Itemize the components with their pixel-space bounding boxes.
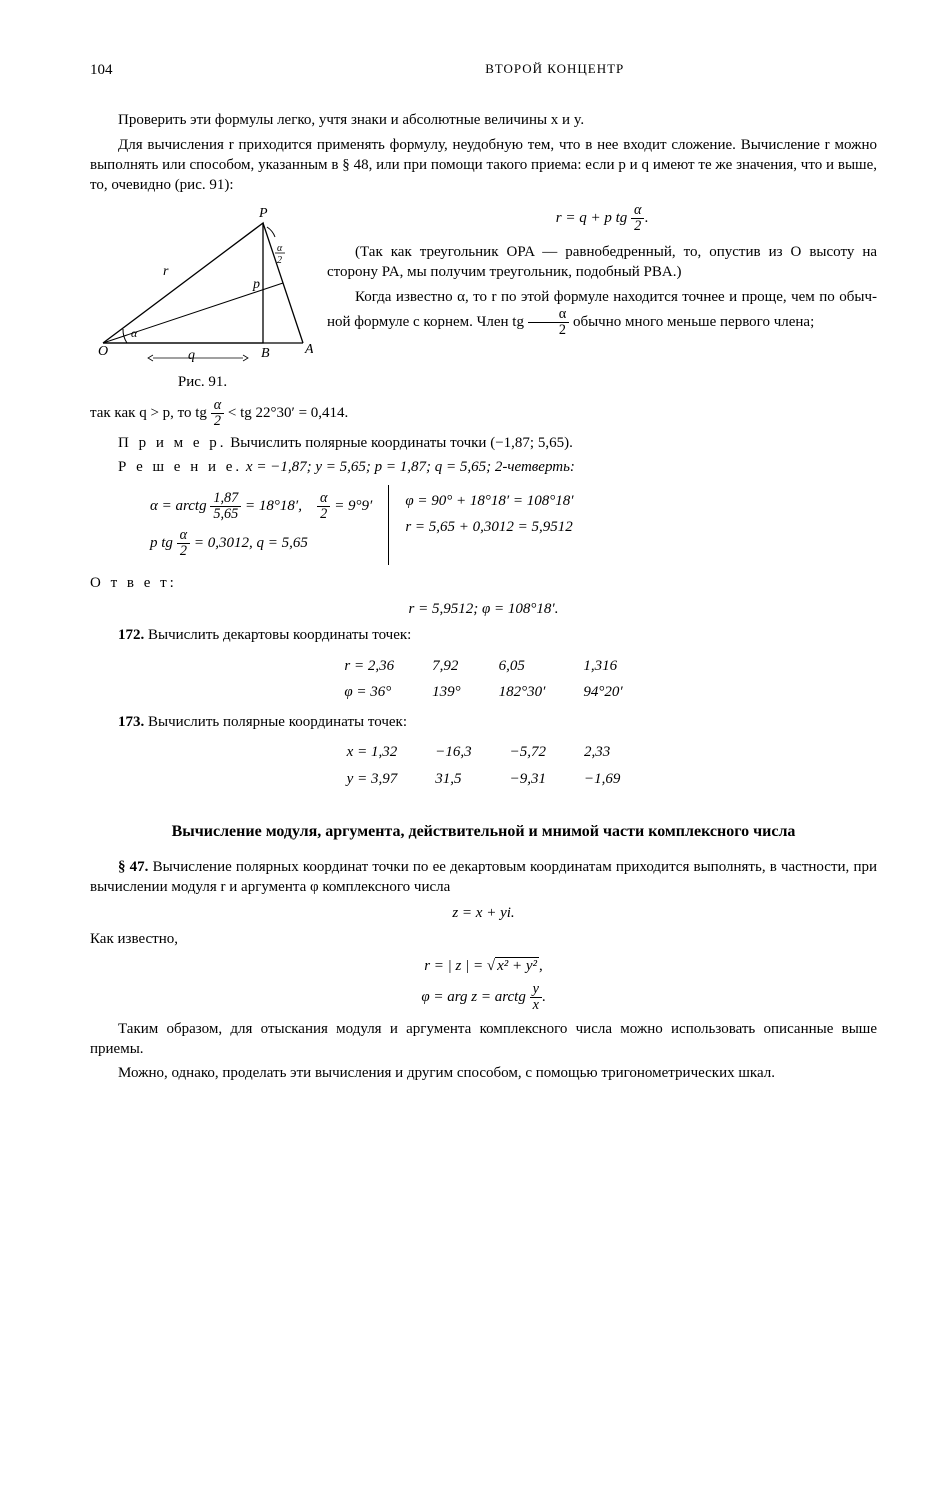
- math-row: r = 5,65 + 0,3012 = 5,9512: [405, 517, 573, 537]
- cell: −1,69: [566, 767, 638, 791]
- fraction-alpha-2-b: α2: [528, 307, 569, 338]
- table-173: x = 1,32 −16,3 −5,72 2,33 y = 3,97 31,5 …: [327, 738, 641, 793]
- fraction-alpha-2-c: α2: [211, 398, 224, 429]
- paragraph-last1: Таким образом, для отыскания модуля и ар…: [90, 1019, 877, 1060]
- figure-91: O P A B r p q α α 2 Рис. 91.: [90, 203, 315, 392]
- text: Вычислить полярные координаты точки (−1,…: [227, 435, 573, 451]
- cell: 6,05: [481, 654, 564, 678]
- svg-text:B: B: [261, 346, 270, 361]
- page-header: 104 ВТОРОЙ КОНЦЕНТР: [90, 60, 877, 80]
- formula-z: z = x + yi.: [90, 903, 877, 923]
- fraction-alpha-2: α2: [631, 203, 644, 234]
- svg-text:p: p: [252, 277, 260, 292]
- text: φ = arg z = arctg: [421, 989, 526, 1005]
- formula-arg: φ = arg z = arctg yx.: [90, 982, 877, 1013]
- svg-text:α: α: [277, 243, 283, 254]
- text: Для вычисления r приходится применять фо…: [90, 137, 877, 194]
- paragraph-5: так как q > p, то tg α2 < tg 22°30′ = 0,…: [90, 398, 877, 429]
- text: (Так как треугольник OPA — равнобедрен­н…: [327, 244, 877, 280]
- cell: 31,5: [417, 767, 489, 791]
- table-172: r = 2,36 7,92 6,05 1,316 φ = 36° 139° 18…: [324, 652, 642, 707]
- svg-text:2: 2: [277, 255, 282, 266]
- math-row: p tg α2 = 0,3012, q = 5,65: [150, 528, 372, 559]
- cell: 7,92: [414, 654, 479, 678]
- cell: 1,316: [565, 654, 640, 678]
- math-row: φ = 90° + 18°18′ = 108°18′: [405, 491, 573, 511]
- svg-text:r: r: [163, 264, 169, 279]
- section-num: § 47.: [118, 859, 148, 875]
- text: x = −1,87; y = 5,65; p = 1,87; q = 5,65;…: [242, 459, 575, 475]
- exercise-173: 173. Вычислить полярные координаты точек…: [90, 712, 877, 732]
- math-row: α = arctg 1,875,65 = 18°18′, α2 = 9°9′: [150, 491, 372, 522]
- section-title: Вычисление модуля, аргумента, действител…: [90, 821, 877, 843]
- answer-formula: r = 5,9512; φ = 108°18′.: [90, 599, 877, 619]
- page-number: 104: [90, 60, 113, 80]
- ex-number: 173.: [118, 714, 144, 730]
- formula-modulus: r = | z | = √x² + y²,: [90, 956, 877, 976]
- exercise-172: 172. Вычислить декартовы координаты точе…: [90, 625, 877, 645]
- svg-text:P: P: [258, 206, 268, 221]
- text: Вычислить полярные координаты точек:: [144, 714, 407, 730]
- text: обычно много меньше первого члена;: [569, 314, 814, 330]
- svg-text:A: A: [304, 342, 313, 357]
- paragraph-1: Проверить эти формулы легко, учтя знаки …: [90, 110, 877, 130]
- cell: r = 2,36: [326, 654, 412, 678]
- figure-caption: Рис. 91.: [90, 372, 315, 392]
- cell: 182°30′: [481, 680, 564, 704]
- cell: x = 1,32: [329, 740, 416, 764]
- cell: −16,3: [417, 740, 489, 764]
- example-label: П р и м е р.: [118, 435, 227, 451]
- fraction-y-x: yx: [530, 982, 542, 1013]
- table-row: φ = 36° 139° 182°30′ 94°20′: [326, 680, 640, 704]
- ex-number: 172.: [118, 627, 144, 643]
- text: так как q > p, то tg: [90, 405, 207, 421]
- math-block: α = arctg 1,875,65 = 18°18′, α2 = 9°9′ p…: [150, 485, 877, 565]
- table-row: r = 2,36 7,92 6,05 1,316: [326, 654, 640, 678]
- figure-svg: O P A B r p q α α 2: [93, 203, 313, 363]
- cell: −5,72: [492, 740, 564, 764]
- paragraph-2: Для вычисления r приходится применять фо…: [90, 135, 877, 196]
- math-right-col: φ = 90° + 18°18′ = 108°18′ r = 5,65 + 0,…: [389, 485, 573, 544]
- text: Вычисление полярных координат точки по е…: [90, 859, 877, 895]
- paragraph-last2: Можно, однако, проделать эти вычисления …: [90, 1063, 877, 1083]
- cell: 2,33: [566, 740, 638, 764]
- text: Проверить эти формулы легко, учтя знаки …: [118, 112, 584, 128]
- text: r = q + p tg: [556, 210, 628, 226]
- svg-text:α: α: [131, 326, 138, 340]
- svg-text:q: q: [188, 348, 195, 363]
- text: Вычислить декартовы координаты точек:: [144, 627, 411, 643]
- svg-text:O: O: [98, 344, 108, 359]
- cell: y = 3,97: [329, 767, 416, 791]
- header-title: ВТОРОЙ КОНЦЕНТР: [485, 60, 624, 80]
- table-row: x = 1,32 −16,3 −5,72 2,33: [329, 740, 639, 764]
- known-label: Как известно,: [90, 929, 877, 949]
- radicand: x² + y²: [495, 957, 539, 974]
- example-line: П р и м е р. Вычислить полярные координа…: [90, 433, 877, 453]
- math-left-col: α = arctg 1,875,65 = 18°18′, α2 = 9°9′ p…: [150, 485, 389, 565]
- table-row: y = 3,97 31,5 −9,31 −1,69: [329, 767, 639, 791]
- cell: 94°20′: [565, 680, 640, 704]
- cell: 139°: [414, 680, 479, 704]
- paragraph-s47: § 47. Вычисление полярных координат точк…: [90, 857, 877, 898]
- answer-label: О т в е т:: [90, 575, 177, 591]
- answer-line: О т в е т:: [90, 573, 877, 593]
- cell: φ = 36°: [326, 680, 412, 704]
- cell: −9,31: [492, 767, 564, 791]
- text: < tg 22°30′ = 0,414.: [224, 405, 348, 421]
- solution-label: Р е ш е н и е.: [118, 459, 242, 475]
- text: r = | z | = √: [424, 958, 495, 974]
- solution-line: Р е ш е н и е. x = −1,87; y = 5,65; p = …: [90, 457, 877, 477]
